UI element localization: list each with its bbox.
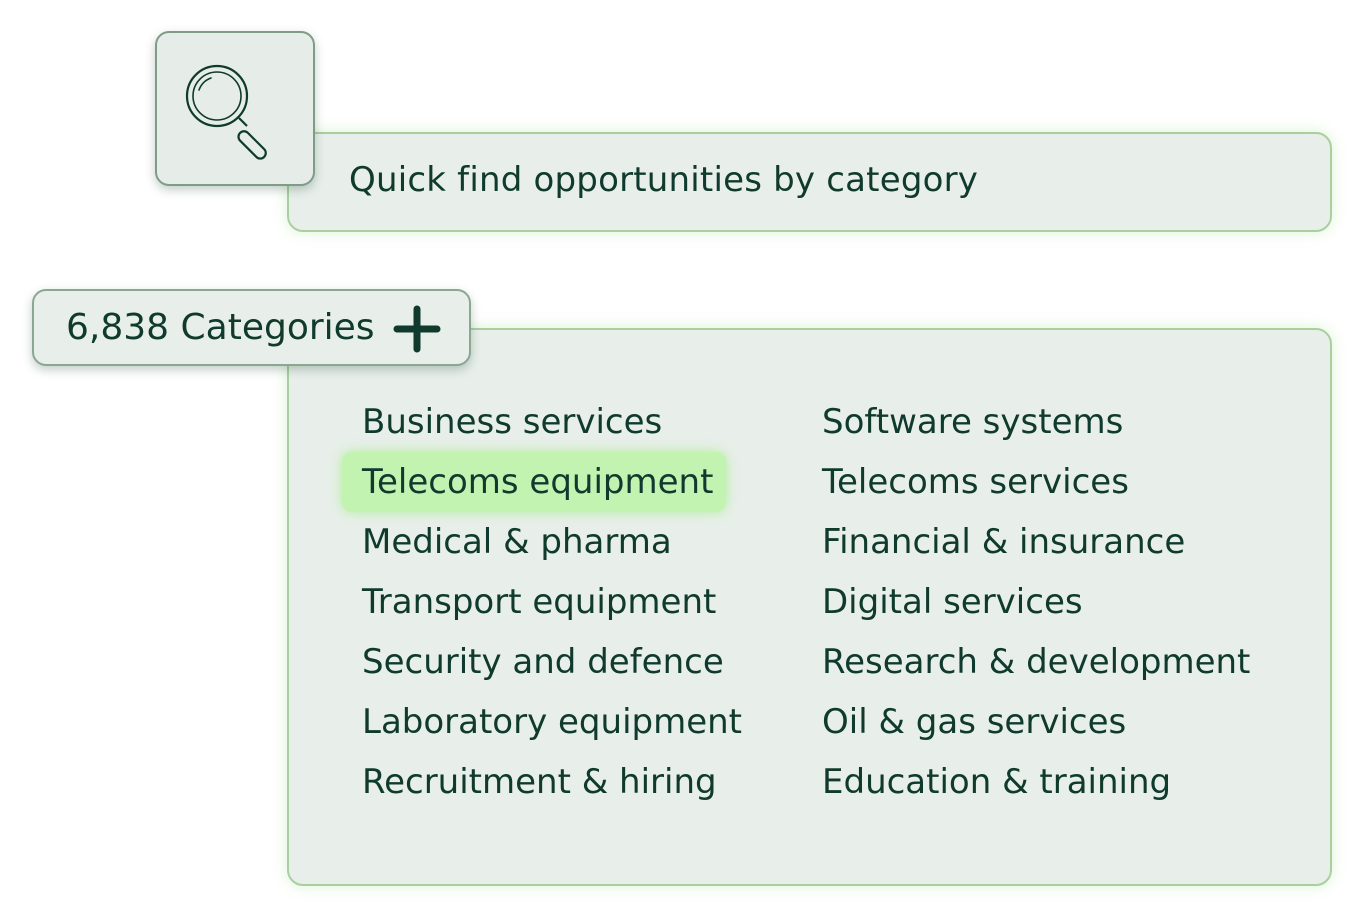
search-bar[interactable]: Quick find opportunities by category	[287, 132, 1332, 232]
category-item[interactable]: Business services	[362, 402, 663, 442]
category-item-selected[interactable]: Telecoms equipment	[342, 452, 726, 512]
categories-panel	[287, 328, 1332, 886]
category-item[interactable]: Research & development	[822, 642, 1251, 682]
categories-count: 6,838 Categories	[66, 307, 375, 348]
category-item[interactable]: Digital services	[822, 582, 1083, 622]
category-item[interactable]: Financial & insurance	[822, 522, 1186, 562]
category-item[interactable]: Laboratory equipment	[362, 702, 743, 742]
category-item[interactable]: Oil & gas services	[822, 702, 1127, 742]
search-button[interactable]	[155, 31, 315, 186]
categories-toggle[interactable]: 6,838 Categories	[32, 289, 471, 366]
category-item[interactable]: Medical & pharma	[362, 522, 672, 562]
plus-icon	[393, 305, 441, 353]
search-prompt: Quick find opportunities by category	[349, 160, 979, 200]
category-item[interactable]: Telecoms services	[822, 462, 1129, 502]
category-item[interactable]: Software systems	[822, 402, 1124, 442]
category-item[interactable]: Transport equipment	[362, 582, 717, 622]
category-item[interactable]: Security and defence	[362, 642, 724, 682]
category-item[interactable]: Education & training	[822, 762, 1172, 802]
magnifier-icon	[185, 64, 267, 160]
category-item[interactable]: Recruitment & hiring	[362, 762, 717, 802]
